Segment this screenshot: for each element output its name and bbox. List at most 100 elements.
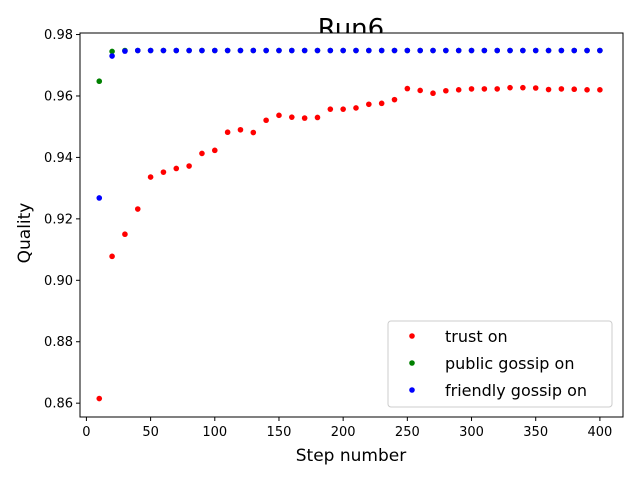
- data-point: [109, 253, 115, 260]
- x-tick-label: 350: [523, 425, 548, 440]
- data-point: [224, 129, 231, 136]
- data-point: [558, 86, 565, 92]
- data-point: [186, 163, 192, 169]
- x-axis-ticks: 0 50 100 150 200 250 300 350 400: [82, 417, 612, 440]
- y-axis-ticks: 0.86 0.88 0.90 0.92 0.94 0.96 0.98: [44, 28, 80, 412]
- data-point: [211, 147, 218, 154]
- data-point: [443, 87, 449, 94]
- data-point: [263, 47, 269, 54]
- data-point: [109, 53, 115, 59]
- legend-label-trust: trust on: [445, 327, 508, 346]
- data-point: [597, 87, 603, 93]
- data-point: [520, 47, 526, 54]
- data-point: [237, 47, 244, 54]
- data-point: [353, 47, 359, 54]
- data-point: [134, 47, 141, 54]
- data-point: [430, 90, 436, 97]
- data-point: [532, 47, 539, 54]
- data-point: [417, 47, 423, 54]
- data-point: [353, 105, 359, 111]
- data-point: [122, 231, 128, 238]
- data-point: [417, 87, 423, 94]
- legend-marker-friendly-gossip: [409, 387, 415, 393]
- x-tick-label: 0: [82, 425, 90, 440]
- data-point: [391, 47, 398, 54]
- data-point: [378, 47, 385, 54]
- data-point: [455, 47, 462, 54]
- data-point: [507, 47, 513, 54]
- data-point: [455, 87, 462, 93]
- data-point: [468, 47, 475, 54]
- data-point: [430, 47, 436, 54]
- data-point: [199, 47, 205, 54]
- data-point: [391, 96, 398, 103]
- data-point: [276, 112, 282, 119]
- data-point: [134, 206, 141, 212]
- y-tick-label: 0.92: [44, 212, 73, 227]
- y-tick-label: 0.98: [44, 28, 73, 43]
- data-point: [173, 165, 180, 172]
- data-point: [301, 47, 308, 54]
- data-point: [263, 117, 269, 124]
- data-point: [250, 47, 257, 54]
- data-points: [96, 47, 603, 402]
- data-point: [96, 395, 103, 402]
- data-point: [224, 47, 231, 54]
- data-point: [327, 47, 334, 54]
- x-tick-label: 250: [395, 425, 420, 440]
- data-point: [571, 86, 578, 93]
- data-point: [160, 47, 167, 54]
- data-point: [584, 87, 590, 93]
- data-point: [571, 47, 578, 54]
- data-point: [545, 86, 552, 93]
- data-point: [404, 85, 411, 92]
- data-point: [366, 47, 372, 54]
- x-tick-label: 300: [459, 425, 484, 440]
- data-point: [340, 47, 346, 54]
- data-point: [558, 47, 565, 54]
- data-point: [160, 169, 167, 175]
- data-point: [443, 47, 449, 54]
- y-tick-label: 0.90: [44, 274, 73, 289]
- x-tick-label: 50: [142, 425, 159, 440]
- x-tick-label: 200: [331, 425, 356, 440]
- legend-box: [387, 320, 613, 408]
- legend-marker-public-gossip: [409, 360, 415, 366]
- data-point: [494, 47, 500, 54]
- data-point: [301, 115, 308, 121]
- data-point: [250, 129, 257, 136]
- y-tick-label: 0.86: [44, 397, 73, 412]
- data-point: [237, 126, 244, 133]
- legend-marker-trust: [409, 333, 415, 339]
- data-point: [276, 47, 282, 54]
- data-point: [314, 47, 321, 54]
- data-point: [481, 47, 488, 54]
- y-tick-label: 0.94: [44, 151, 73, 166]
- data-point: [494, 86, 500, 92]
- data-point: [289, 47, 295, 54]
- data-point: [186, 47, 192, 54]
- data-point: [147, 47, 154, 54]
- data-point: [532, 85, 539, 91]
- data-point: [481, 86, 488, 92]
- data-point: [584, 47, 590, 54]
- data-point: [340, 106, 346, 112]
- plot-border: [79, 32, 624, 418]
- data-point: [404, 47, 411, 54]
- data-point: [378, 100, 385, 107]
- data-point: [468, 86, 475, 92]
- data-point: [597, 47, 603, 54]
- data-point: [366, 101, 372, 108]
- legend: trust on public gossip on friendly gossi…: [387, 320, 613, 408]
- legend-label-public-gossip: public gossip on: [445, 354, 574, 373]
- data-point: [520, 84, 526, 91]
- legend-label-friendly-gossip: friendly gossip on: [445, 381, 587, 400]
- data-point: [122, 48, 128, 54]
- series-trust-on: [96, 84, 603, 402]
- data-point: [289, 114, 295, 120]
- data-point: [96, 78, 103, 85]
- data-point: [147, 174, 154, 180]
- data-point: [507, 84, 513, 91]
